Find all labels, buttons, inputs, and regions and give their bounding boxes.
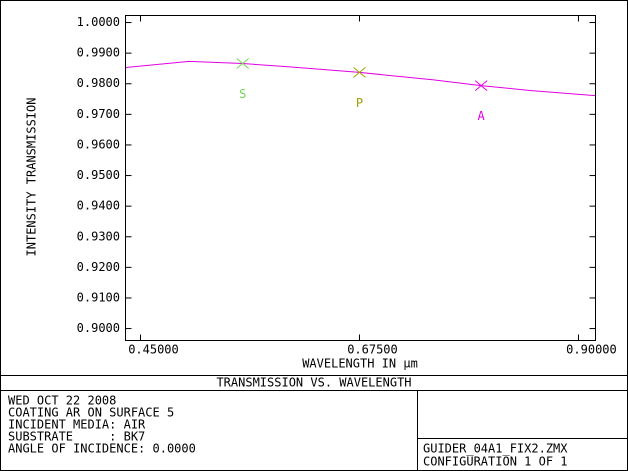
y-tick-label: 0.9100: [77, 290, 120, 304]
marker: [353, 67, 366, 78]
chart-title: TRANSMISSION VS. WAVELENGTH: [216, 376, 411, 390]
y-tick-label: 0.9500: [77, 168, 120, 182]
y-tick-label: 0.9000: [77, 321, 120, 335]
marker-label: P: [356, 96, 363, 110]
info-line: SUBSTRATE : BK7: [8, 430, 145, 444]
info-line: COATING AR ON SURFACE 5: [8, 406, 174, 420]
y-tick-label: 0.9400: [77, 199, 120, 213]
marker: [236, 58, 250, 69]
marker-stroke: [474, 80, 488, 91]
configuration: CONFIGURATION 1 OF 1: [423, 455, 568, 469]
x-tick-label: 0.90000: [566, 343, 617, 357]
marker: [474, 80, 488, 91]
marker-label: A: [478, 109, 486, 123]
x-tick-label: 0.67500: [347, 343, 398, 357]
info-line: WED OCT 22 2008: [8, 394, 116, 408]
y-tick-label: 0.9800: [77, 76, 120, 90]
y-tick-label: 0.9200: [77, 260, 120, 274]
info-line: ANGLE OF INCIDENCE: 0.0000: [8, 442, 196, 456]
y-tick-label: 0.9300: [77, 229, 120, 243]
y-tick-label: 0.9900: [77, 46, 120, 60]
file-name: GUIDER_04A1_FIX2.ZMX: [423, 442, 568, 456]
marker-stroke: [353, 67, 366, 78]
y-tick-label: 1.0000: [77, 15, 120, 29]
x-axis-label: WAVELENGTH IN μm: [302, 357, 418, 371]
info-line: INCIDENT MEDIA: AIR: [8, 418, 146, 432]
marker-label: S: [239, 87, 246, 101]
plot-frame: [125, 15, 596, 341]
x-tick-label: 0.45000: [128, 343, 179, 357]
marker-stroke: [236, 58, 250, 69]
y-tick-label: 0.9700: [77, 107, 120, 121]
y-tick-label: 0.9600: [77, 137, 120, 151]
y-axis-label: INTENSITY TRANSMISSION: [25, 98, 39, 257]
